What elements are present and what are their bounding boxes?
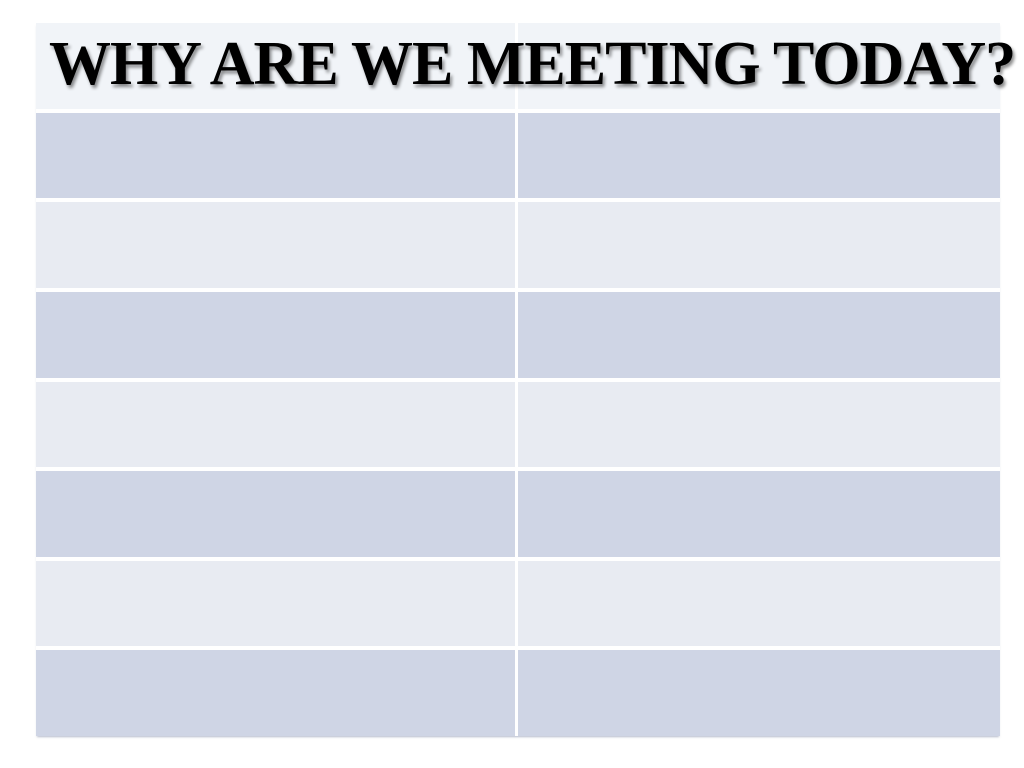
table-cell xyxy=(518,650,1000,736)
table-cell xyxy=(518,381,1000,468)
table-cell xyxy=(518,112,1000,199)
header-cell-left xyxy=(36,23,515,109)
table-row xyxy=(36,291,1000,378)
table-row xyxy=(36,560,1000,647)
slide-title: WHY ARE WE MEETING TODAY? xyxy=(49,29,1016,98)
table-cell xyxy=(36,202,515,288)
table-cell xyxy=(36,650,515,736)
table-cell xyxy=(518,202,1000,288)
table-row xyxy=(36,650,1000,736)
table-header-row: WHY ARE WE MEETING TODAY? xyxy=(36,23,1016,109)
table-cell xyxy=(36,471,515,557)
table-cell xyxy=(36,560,515,647)
table-row xyxy=(36,112,1000,199)
table-cell xyxy=(518,291,1000,378)
table-cell xyxy=(36,112,515,199)
table-row xyxy=(36,381,1000,468)
table-cell xyxy=(518,471,1000,557)
agenda-table: WHY ARE WE MEETING TODAY? xyxy=(36,23,1016,736)
table-cell xyxy=(518,560,1000,647)
table-row xyxy=(36,202,1000,288)
table-row xyxy=(36,471,1000,557)
header-cell-right xyxy=(518,23,1000,109)
table-cell xyxy=(36,291,515,378)
table-cell xyxy=(36,381,515,468)
